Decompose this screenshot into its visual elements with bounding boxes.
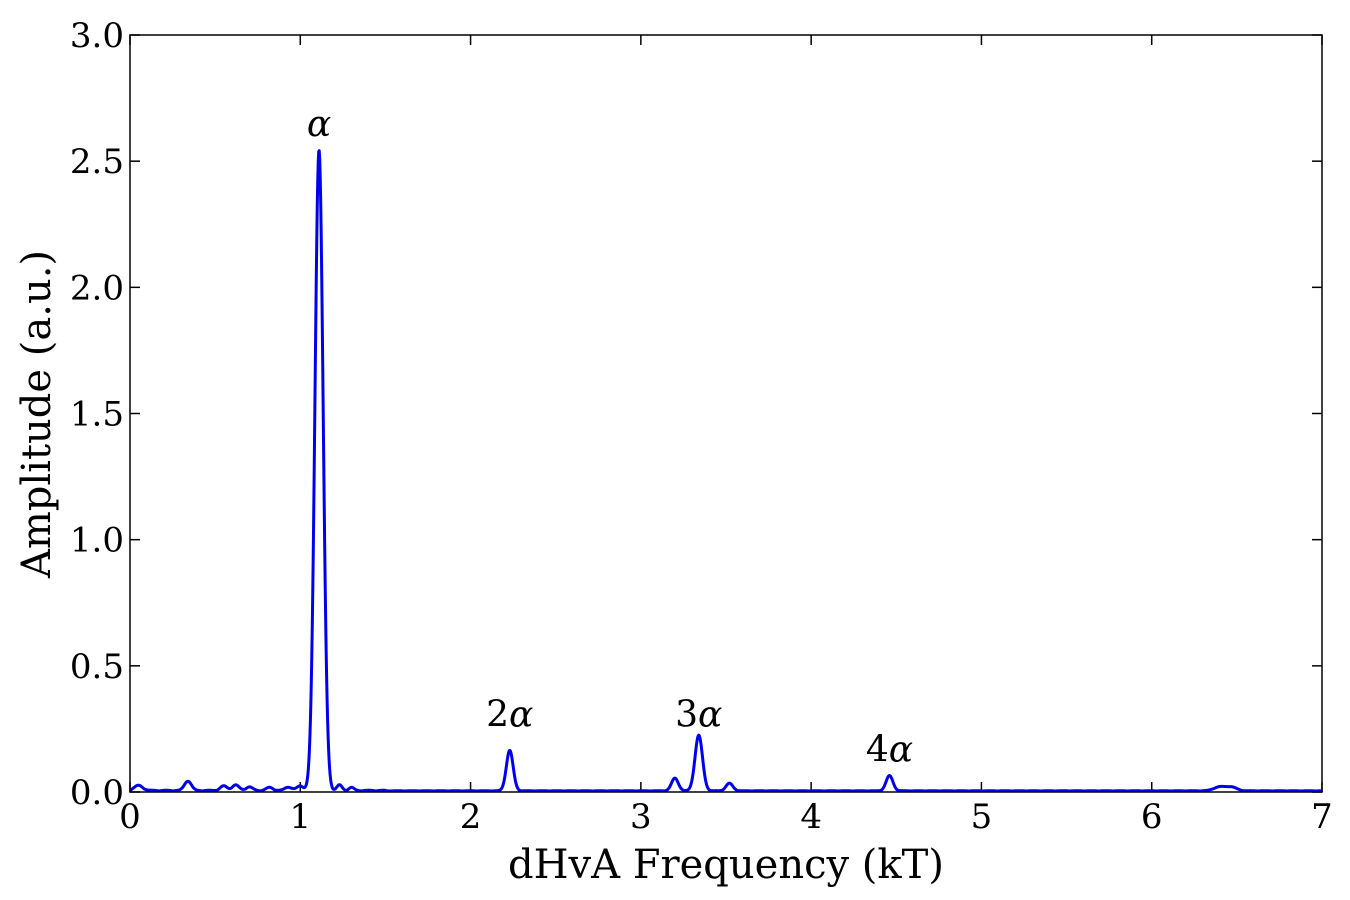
annotation-prefix: 3 xyxy=(675,694,698,735)
x-tick-label: 7 xyxy=(1311,797,1333,837)
annotation-prefix: 2 xyxy=(486,694,509,735)
annotation-greek: α xyxy=(509,694,533,735)
y-tick-label: 2.5 xyxy=(70,142,124,182)
annotation-greek: α xyxy=(698,694,722,735)
y-tick-label: 1.5 xyxy=(70,395,124,435)
x-tick-label: 0 xyxy=(119,797,141,837)
y-tick-label: 3.0 xyxy=(70,16,124,56)
x-tick-label: 2 xyxy=(460,797,482,837)
peak-annotation: α xyxy=(307,104,331,145)
peak-annotation: 4α xyxy=(866,730,913,771)
y-tick-label: 0.5 xyxy=(70,647,124,687)
x-tick-label: 6 xyxy=(1141,797,1163,837)
x-tick-label: 1 xyxy=(289,797,311,837)
annotation-greek: α xyxy=(307,104,331,145)
x-axis-label: dHvA Frequency (kT) xyxy=(508,842,944,888)
y-tick-label: 0.0 xyxy=(70,773,124,813)
plot-frame xyxy=(129,34,1323,793)
tick-labels: 0 1 2 3 4 5 6 7 0.0 0.5 1.0 1.5 2.0 2.5 3.0 xyxy=(70,16,1333,837)
plot-background xyxy=(130,35,1322,792)
y-tick-label: 2.0 xyxy=(70,268,124,308)
annotation-greek: α xyxy=(889,730,913,771)
peak-annotation: 3α xyxy=(675,694,722,735)
y-axis-label: Amplitude (a.u.) xyxy=(14,250,60,579)
x-tick-label: 5 xyxy=(971,797,993,837)
annotation-prefix: 4 xyxy=(866,730,889,771)
peak-annotation: 2α xyxy=(486,694,533,735)
x-tick-label: 4 xyxy=(800,797,822,837)
series-line xyxy=(129,149,1323,793)
y-tick-label: 1.0 xyxy=(70,521,124,561)
x-tick-label: 3 xyxy=(630,797,652,837)
